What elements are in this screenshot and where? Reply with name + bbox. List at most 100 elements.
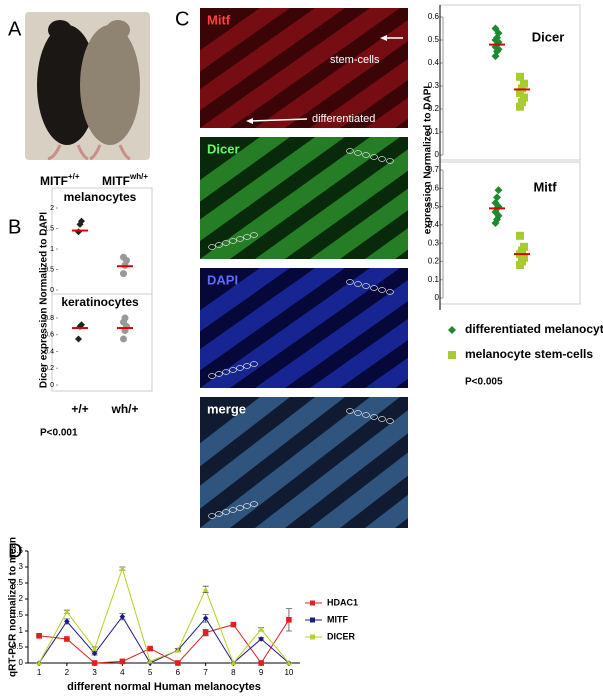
x-tick-label: 3 [92, 668, 97, 677]
follicle [200, 397, 400, 528]
cell-outline [208, 513, 216, 519]
y-tick-label: 0.2 [44, 365, 54, 372]
cell-outline [208, 244, 216, 250]
data-point [230, 660, 237, 666]
data-point [121, 314, 129, 322]
data-point [78, 321, 85, 329]
data-point [258, 660, 264, 666]
data-point [202, 586, 209, 592]
data-point [230, 621, 237, 628]
y-tick-label: 2 [50, 205, 54, 212]
cell-outline [208, 373, 216, 379]
y-tick-label: 0.5 [428, 35, 440, 44]
micrograph-label: DAPI [207, 272, 238, 287]
cell-outline [229, 367, 237, 373]
x-axis-label: different normal Human melanocytes [67, 681, 261, 693]
follicle [420, 137, 603, 259]
micrograph-label: merge [207, 401, 246, 416]
cell-outline [346, 279, 354, 285]
follicle [365, 228, 408, 259]
data-point [520, 79, 528, 88]
chart-frame [439, 161, 581, 305]
mice-photo [25, 12, 150, 160]
cell-outline [370, 285, 378, 291]
x-tick-label: wh/+ [110, 402, 138, 416]
follicle [255, 280, 408, 388]
follicle [200, 8, 400, 128]
cell-outline [346, 148, 354, 154]
y-tick-label: 2 [19, 594, 24, 603]
data-point [494, 186, 503, 195]
y-axis-label: qRT-PCR normalized to mean [8, 537, 19, 677]
chart-frame [51, 293, 153, 392]
y-tick-label: 0 [19, 658, 24, 667]
chart-title: keratinocytes [61, 295, 139, 309]
data-point [286, 660, 292, 666]
data-point [518, 84, 526, 93]
series-line [38, 566, 290, 664]
x-tick-label: 4 [120, 668, 125, 677]
legend-swatch [310, 617, 315, 623]
data-point [78, 217, 85, 225]
cell-outline [243, 363, 251, 369]
cell-outline [362, 152, 370, 158]
x-tick-label: 7 [203, 668, 208, 677]
cell-outline [378, 156, 386, 162]
cell-outline [229, 238, 237, 244]
y-tick-label: 0.4 [44, 348, 54, 355]
y-tick-label: 0.1 [428, 127, 440, 136]
cell-outline [386, 289, 394, 295]
chart-title: Mitf [533, 179, 557, 194]
x-tick-label: 9 [259, 668, 264, 677]
cell-outline [243, 503, 251, 509]
data-point [147, 658, 153, 664]
data-point [75, 228, 82, 236]
follicle [200, 268, 345, 371]
x-tick-label: 6 [176, 668, 181, 677]
mouse-label: MITFwh/+ [102, 172, 148, 188]
data-point [36, 660, 42, 666]
legend-label: MITF [327, 614, 348, 624]
chart-title: Dicer [532, 29, 565, 44]
data-point [258, 636, 264, 642]
data-point [516, 88, 524, 97]
data-point [202, 629, 209, 636]
cell-outline [362, 283, 370, 289]
data-point [119, 565, 126, 571]
y-tick-label: 0 [50, 382, 54, 389]
cell-outline [378, 416, 386, 422]
y-tick-label: 0.1 [428, 275, 440, 284]
cell-outline [236, 236, 244, 242]
y-tick-label: 2.5 [12, 578, 24, 587]
cell-outline [215, 242, 223, 248]
follicle [200, 268, 400, 388]
cell-outline [354, 410, 362, 416]
follicle [200, 8, 290, 72]
y-tick-label: 0.5 [428, 202, 440, 211]
follicle [200, 268, 290, 332]
legend-swatch [310, 600, 315, 606]
micrograph [200, 268, 408, 388]
data-point [91, 660, 98, 666]
cell-outline [386, 418, 394, 424]
chart-frame [439, 4, 581, 161]
cell-outline [215, 371, 223, 377]
legend-label: differentiated melanocytes [465, 322, 603, 336]
x-tick-label: 10 [284, 668, 293, 677]
legend-label: DICER [327, 631, 356, 641]
p-value: P<0.005 [465, 377, 503, 388]
micrograph [200, 137, 603, 259]
data-point [518, 98, 526, 107]
data-point [75, 335, 82, 343]
data-point [120, 253, 127, 261]
data-point [120, 335, 127, 343]
y-tick-label: 3.5 [12, 546, 24, 555]
cell-outline [236, 365, 244, 371]
y-tick-label: 0.4 [428, 58, 440, 67]
legend-label: melanocyte stem-cells [465, 347, 593, 361]
micrograph-label: Mitf [207, 12, 231, 27]
panel-label: C [175, 8, 189, 30]
y-tick-label: 0.3 [428, 81, 440, 90]
cell-outline [362, 412, 370, 418]
